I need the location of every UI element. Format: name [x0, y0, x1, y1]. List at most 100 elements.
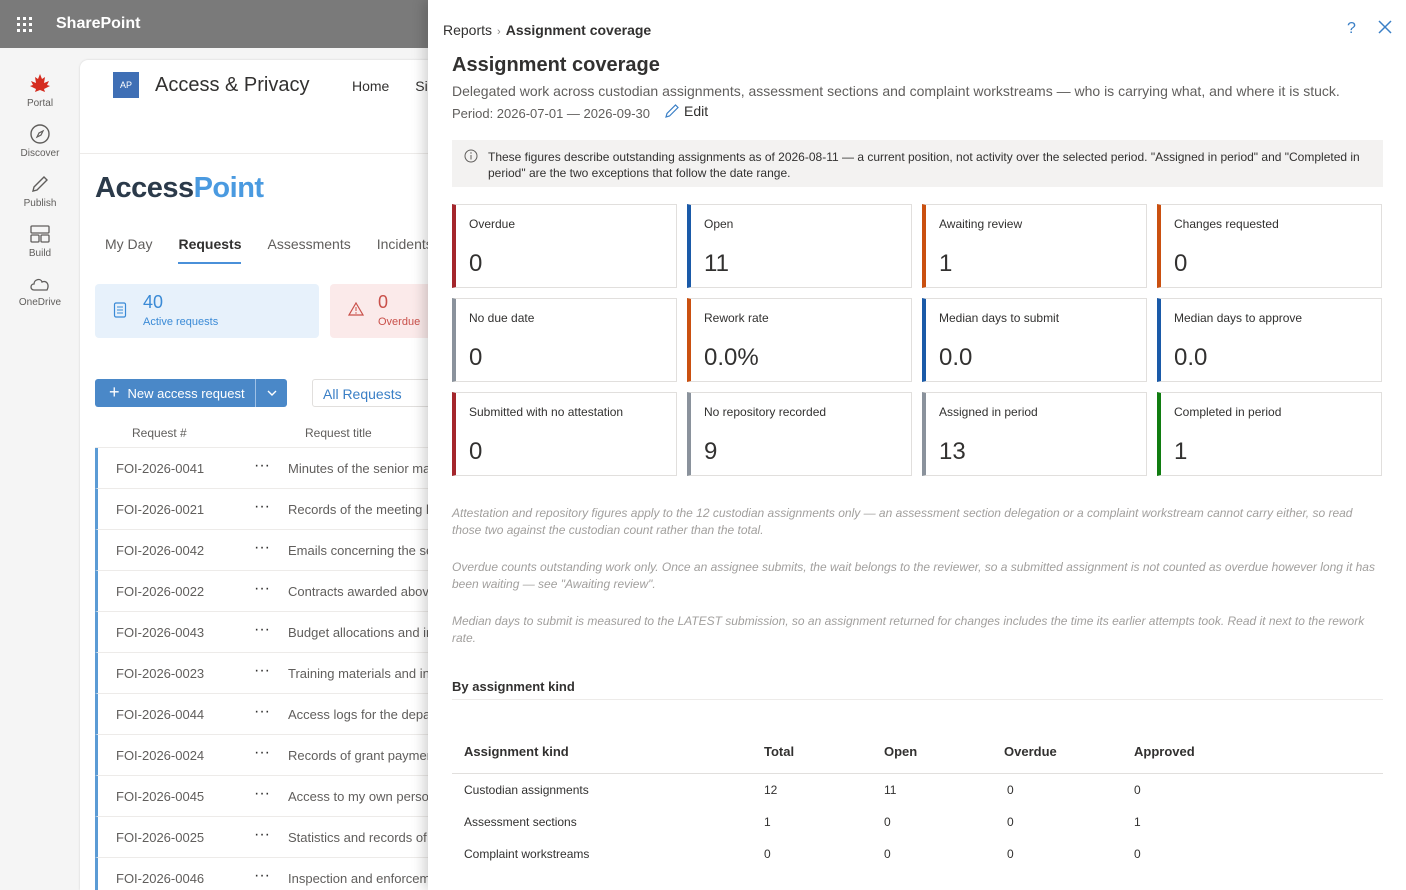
table-row[interactable]: FOI-2026-0045 ··· Access to my own persor	[95, 776, 428, 817]
edit-period-button[interactable]: Edit	[664, 103, 708, 119]
view-selector[interactable]: All Requests	[312, 379, 428, 407]
column-header: Overdue	[1004, 744, 1057, 759]
metric-label: Completed in period	[1174, 405, 1282, 419]
close-icon[interactable]	[1378, 18, 1392, 39]
rail-label: Portal	[26, 98, 54, 109]
rail-label: OneDrive	[18, 297, 62, 308]
request-title[interactable]: Records of the meeting b	[288, 502, 428, 517]
table-header: Assignment kind Total Open Overdue Appro…	[452, 740, 1383, 774]
tab-my-day[interactable]: My Day	[105, 236, 153, 252]
page-title: Assignment coverage	[452, 54, 660, 76]
request-id[interactable]: FOI-2026-0045	[116, 789, 205, 804]
request-title[interactable]: Training materials and in	[288, 666, 428, 681]
column-header-request-title[interactable]: Request title	[305, 426, 372, 440]
column-header: Open	[884, 744, 918, 759]
rail-item-portal[interactable]: Portal	[0, 66, 80, 116]
column-header: Approved	[1134, 744, 1195, 759]
app-tabs: My Day Requests Assessments Incidents	[105, 236, 428, 264]
rail-item-publish[interactable]: Publish	[0, 166, 80, 216]
request-id[interactable]: FOI-2026-0041	[116, 461, 205, 476]
tab-requests[interactable]: Requests	[178, 236, 242, 264]
metric-label: No due date	[469, 311, 535, 325]
request-id[interactable]: FOI-2026-0043	[116, 625, 205, 640]
request-title[interactable]: Records of grant paymer	[288, 748, 428, 763]
help-icon[interactable]: ?	[1347, 20, 1356, 37]
request-id[interactable]: FOI-2026-0044	[116, 707, 205, 722]
table-row[interactable]: FOI-2026-0022 ··· Contracts awarded abov	[95, 571, 428, 612]
request-title[interactable]: Minutes of the senior ma	[288, 461, 428, 476]
footnote: Overdue counts outstanding work only. On…	[452, 560, 1375, 591]
more-icon[interactable]: ···	[254, 826, 270, 843]
site-nav: Home Si	[352, 78, 428, 94]
table-row[interactable]: FOI-2026-0044 ··· Access logs for the depa	[95, 694, 428, 735]
site-logo[interactable]: AP	[113, 72, 139, 98]
rail-item-build[interactable]: Build	[0, 216, 80, 266]
period-label: Period: 2026-07-01 — 2026-09-30	[452, 106, 651, 121]
table-row[interactable]: FOI-2026-0023 ··· Training materials and i…	[95, 653, 428, 694]
compass-icon	[30, 124, 50, 144]
site-nav-home[interactable]: Home	[352, 78, 390, 94]
new-access-request-button[interactable]: + New access request	[95, 379, 287, 407]
request-title[interactable]: Emails concerning the se	[288, 543, 428, 558]
metric-label: No repository recorded	[704, 405, 827, 419]
column-header-request-number[interactable]: Request #	[132, 426, 187, 440]
pen-icon	[32, 176, 48, 192]
table-row[interactable]: FOI-2026-0043 ··· Budget allocations and i…	[95, 612, 428, 653]
request-id[interactable]: FOI-2026-0042	[116, 543, 205, 558]
metric-card: Submitted with no attestation 0	[452, 392, 677, 476]
column-header: Total	[764, 744, 795, 759]
rail-item-onedrive[interactable]: OneDrive	[0, 266, 80, 316]
app-launcher-icon[interactable]	[0, 0, 48, 48]
request-title[interactable]: Access to my own persor	[288, 789, 428, 804]
kpi-value: 0	[378, 292, 389, 312]
breadcrumb-reports[interactable]: Reports	[443, 22, 493, 38]
pencil-icon	[665, 104, 679, 118]
metric-card: Awaiting review 1	[922, 204, 1147, 288]
kpi-label: Overdue	[378, 316, 421, 328]
site-title[interactable]: Access & Privacy	[155, 74, 310, 96]
request-id[interactable]: FOI-2026-0022	[116, 584, 205, 599]
table-row[interactable]: FOI-2026-0025 ··· Statistics and records o…	[95, 817, 428, 858]
more-icon[interactable]: ···	[254, 539, 270, 556]
more-icon[interactable]: ···	[254, 785, 270, 802]
app-logo: AccessPoint	[95, 172, 264, 205]
request-id[interactable]: FOI-2026-0023	[116, 666, 205, 681]
rail-label: Discover	[20, 148, 60, 159]
request-title[interactable]: Access logs for the depa	[288, 707, 428, 722]
site-nav-item[interactable]: Si	[415, 78, 428, 94]
tab-assessments[interactable]: Assessments	[267, 236, 351, 252]
footnote: Attestation and repository figures apply…	[452, 506, 1353, 537]
request-title[interactable]: Statistics and records of	[288, 830, 427, 845]
request-id[interactable]: FOI-2026-0024	[116, 748, 205, 763]
cell: Custodian assignments	[464, 783, 589, 797]
more-icon[interactable]: ···	[254, 457, 270, 474]
kpi-active-requests[interactable]: 40 Active requests	[95, 284, 319, 338]
more-icon[interactable]: ···	[254, 744, 270, 761]
more-icon[interactable]: ···	[254, 621, 270, 638]
request-id[interactable]: FOI-2026-0025	[116, 830, 205, 845]
table-row[interactable]: FOI-2026-0021 ··· Records of the meeting b	[95, 489, 428, 530]
suite-brand[interactable]: SharePoint	[56, 15, 141, 32]
request-title[interactable]: Inspection and enforcem	[288, 871, 428, 886]
rail-item-discover[interactable]: Discover	[0, 116, 80, 166]
chevron-down-icon[interactable]	[255, 379, 287, 407]
request-title[interactable]: Budget allocations and ir	[288, 625, 428, 640]
request-id[interactable]: FOI-2026-0021	[116, 502, 205, 517]
document-icon	[113, 302, 127, 318]
more-icon[interactable]: ···	[254, 498, 270, 515]
request-title[interactable]: Contracts awarded abov	[288, 584, 428, 599]
more-icon[interactable]: ···	[254, 703, 270, 720]
tab-incidents[interactable]: Incidents	[376, 236, 428, 252]
more-icon[interactable]: ···	[254, 662, 270, 679]
chevron-right-icon: ›	[497, 26, 501, 38]
more-icon[interactable]: ···	[254, 580, 270, 597]
more-icon[interactable]: ···	[254, 867, 270, 884]
request-id[interactable]: FOI-2026-0046	[116, 871, 205, 886]
footnote: Median days to submit is measured to the…	[452, 614, 1365, 645]
table-row[interactable]: FOI-2026-0046 ··· Inspection and enforcem	[95, 858, 428, 890]
info-banner: These figures describe outstanding assig…	[452, 140, 1383, 187]
table-row[interactable]: FOI-2026-0042 ··· Emails concerning the se	[95, 530, 428, 571]
table-row[interactable]: FOI-2026-0041 ··· Minutes of the senior ma	[95, 448, 428, 489]
kpi-overdue[interactable]: 0 Overdue	[330, 284, 428, 338]
table-row[interactable]: FOI-2026-0024 ··· Records of grant paymer	[95, 735, 428, 776]
